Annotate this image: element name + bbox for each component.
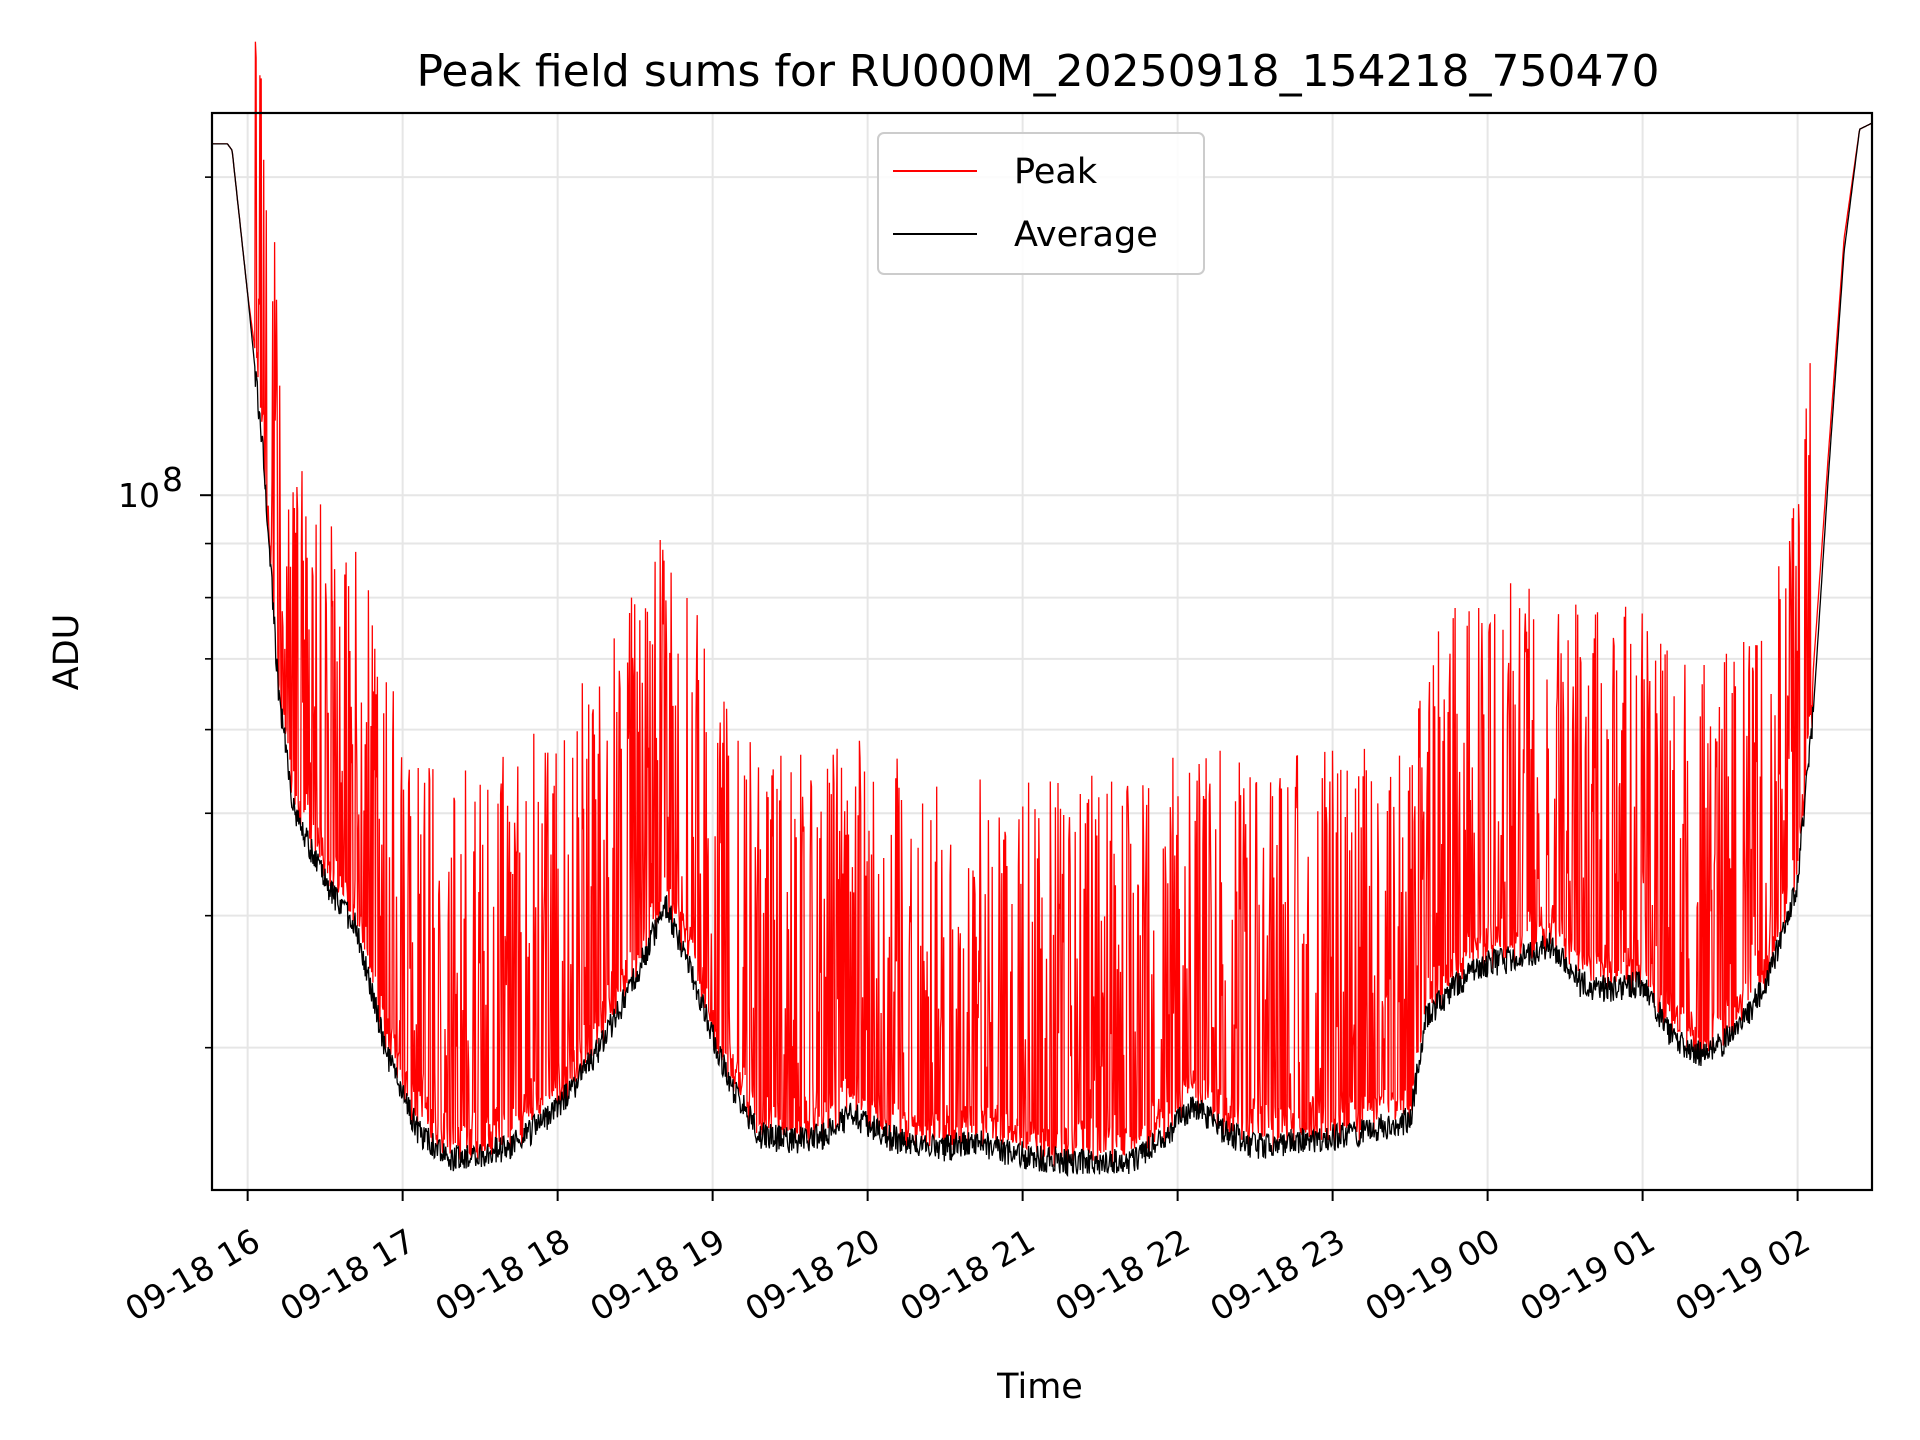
legend-label-peak: Peak: [1014, 152, 1098, 192]
legend-label-average: Average: [1014, 215, 1158, 255]
legend: Peak Average: [877, 132, 1205, 275]
legend-box: [877, 132, 1205, 275]
y-axis-label: ADU: [47, 614, 87, 691]
x-axis-label: Time: [996, 1367, 1083, 1407]
plot-frame: [210, 111, 1874, 1192]
y-tick-label-exponent: 8: [162, 460, 183, 499]
y-tick-label-base: 10: [118, 476, 160, 515]
series-line-peak: [212, 41, 1873, 1169]
y-axis: 10 8: [118, 176, 212, 1049]
series-layer: [212, 41, 1873, 1178]
chart-title: Peak field sums for RU000M_20250918_1542…: [416, 46, 1659, 97]
series-line-average: [212, 122, 1873, 1178]
